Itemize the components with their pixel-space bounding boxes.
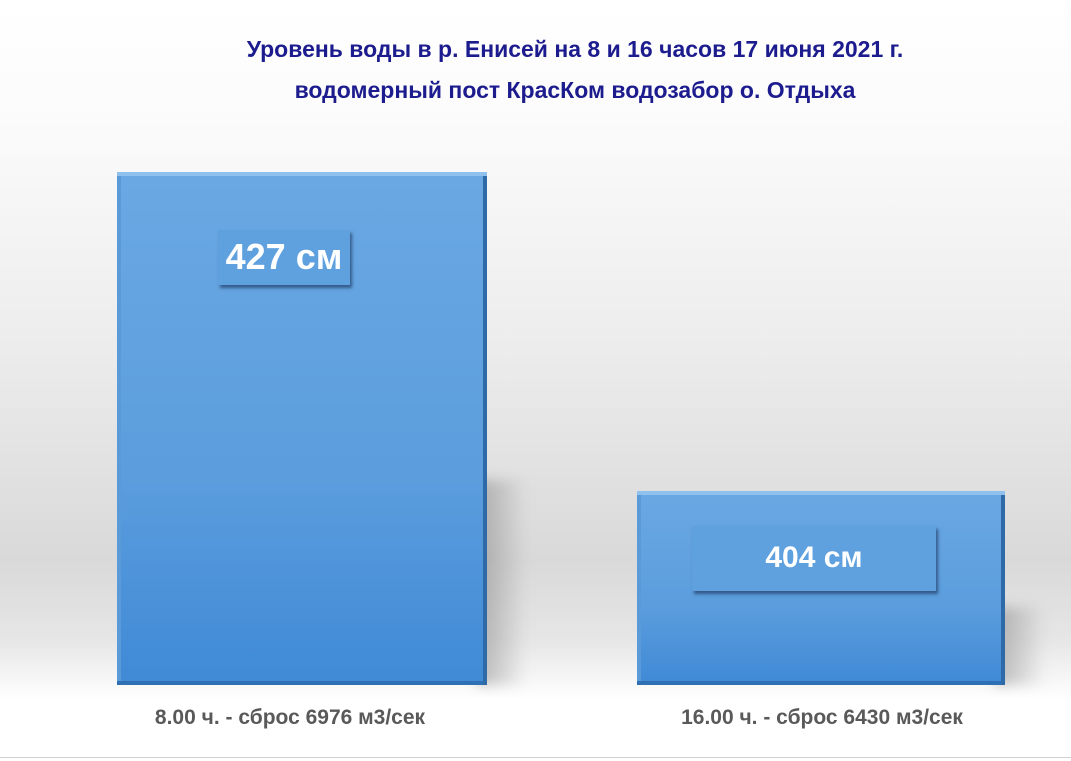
sheet-gridline xyxy=(0,757,1071,758)
chart-title-line-1: Уровень воды в р. Енисей на 8 и 16 часов… xyxy=(246,36,904,62)
data-label-1: 404 см xyxy=(692,525,936,591)
category-label-16h: 16.00 ч. - сброс 6430 м3/сек xyxy=(681,706,963,729)
chart-title-line-2: водомерный пост КрасКом водозабор о. Отд… xyxy=(294,77,856,103)
category-label-8h: 8.00 ч. - сброс 6976 м3/сек xyxy=(154,706,426,729)
data-label-0: 427 см xyxy=(218,229,350,285)
